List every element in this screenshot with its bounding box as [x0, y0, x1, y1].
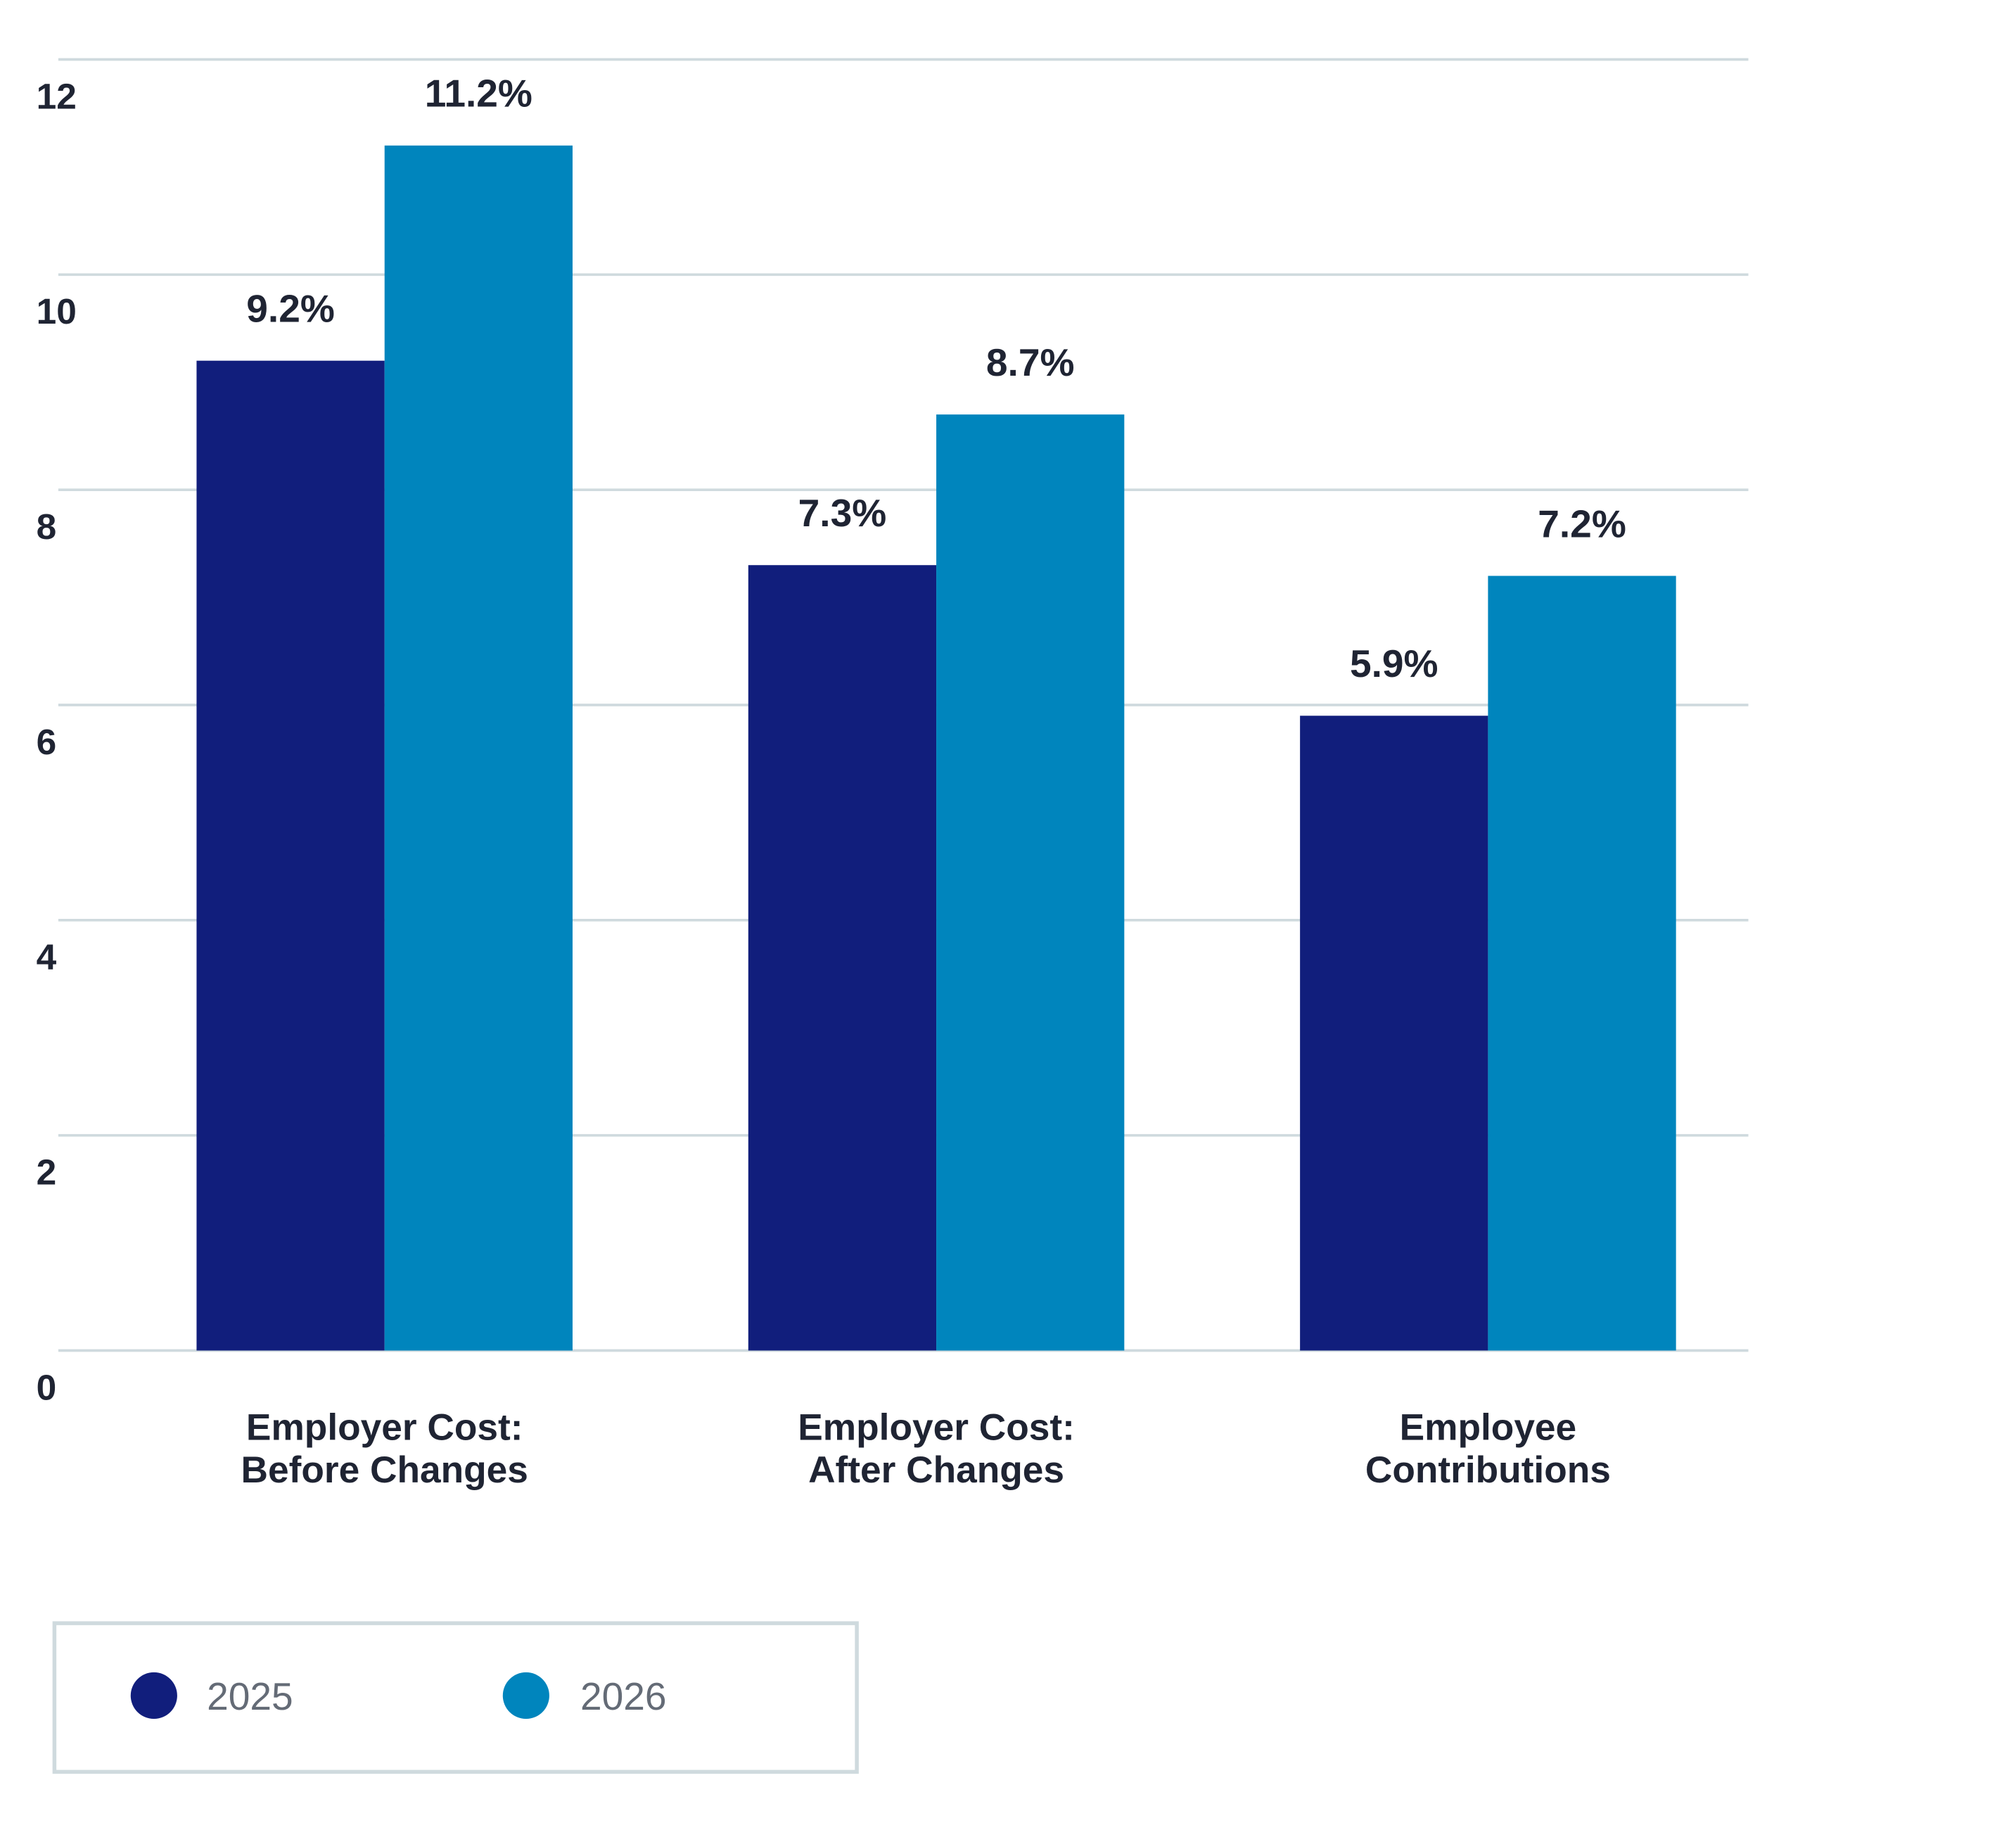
y-tick-label: 10 [37, 291, 77, 331]
y-tick-label: 2 [37, 1151, 57, 1192]
bar-2025 [1300, 716, 1488, 1351]
category-label: Contributions [1365, 1449, 1611, 1491]
legend-swatch-2026 [502, 1672, 549, 1720]
bar-2026 [384, 145, 573, 1351]
legend-swatch-2025 [130, 1672, 177, 1720]
category-label: Employer Cost: [798, 1406, 1075, 1448]
category-label: Employer Cost: [246, 1406, 523, 1448]
y-tick-label: 8 [37, 506, 57, 547]
data-label: 8.7% [986, 341, 1075, 384]
bar-2025 [748, 565, 937, 1351]
y-tick-label: 4 [37, 936, 57, 977]
category-label: Employee [1400, 1406, 1577, 1448]
y-tick-label: 12 [37, 75, 77, 116]
data-label: 11.2% [425, 72, 532, 115]
category-label: After Changes [808, 1449, 1064, 1491]
y-tick-label: 6 [37, 721, 57, 762]
legend-box [52, 1621, 859, 1774]
bars [196, 145, 1676, 1351]
data-label: 7.2% [1538, 502, 1626, 545]
category-label: Before Changes [241, 1449, 528, 1491]
bar-2025 [196, 360, 385, 1351]
legend-label-2026: 2026 [580, 1675, 667, 1718]
y-tick-label: 0 [37, 1366, 57, 1407]
legend: 2025 2026 [52, 1621, 859, 1774]
legend-label-2025: 2025 [207, 1675, 293, 1718]
data-label: 9.2% [246, 287, 335, 331]
data-label: 7.3% [798, 491, 887, 535]
data-labels: 9.2% 11.2% 7.3% 8.7% 5.9% 7.2% [246, 72, 1626, 685]
bar-2026 [1488, 576, 1676, 1351]
data-label: 5.9% [1350, 642, 1438, 685]
y-axis-ticks: 0 2 4 6 8 10 12 [37, 75, 77, 1407]
bar-2026 [936, 414, 1125, 1351]
